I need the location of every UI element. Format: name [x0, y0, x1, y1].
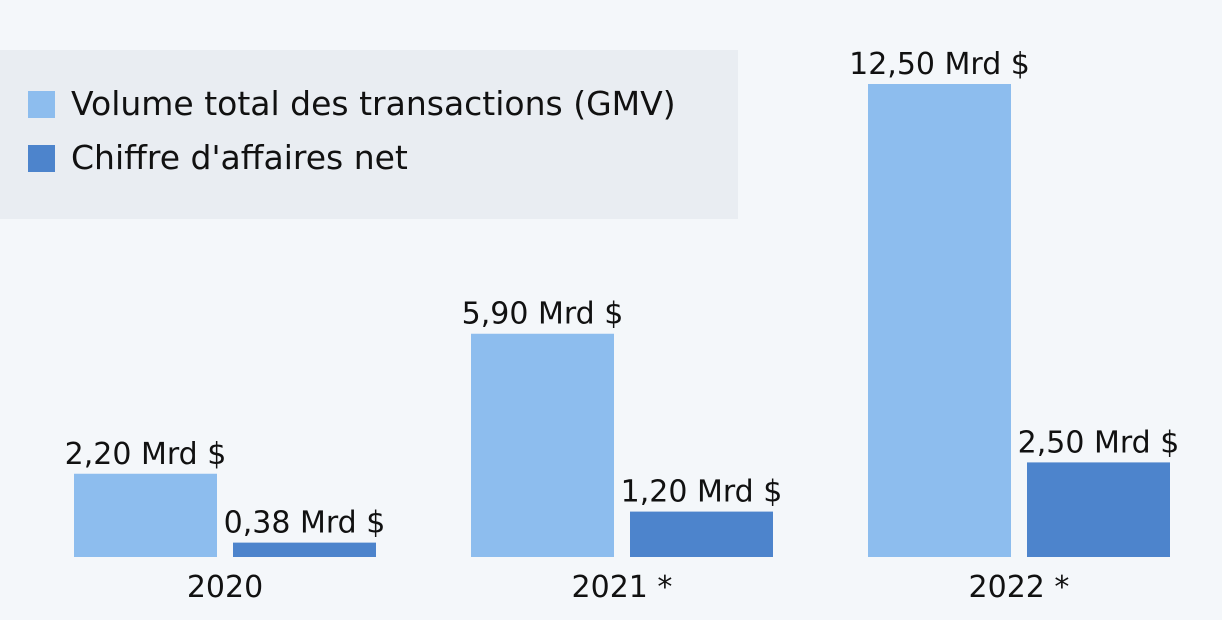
bar-net-revenue-2022	[1027, 462, 1170, 557]
data-label-net-revenue-2020: 0,38 Mrd $	[224, 506, 386, 541]
x-tick-label-2022: 2022 *	[969, 570, 1070, 605]
legend-item-net-revenue: Chiffre d'affaires net	[28, 138, 408, 178]
x-tick-label-2021: 2021 *	[572, 570, 673, 605]
data-label-gmv-2022: 12,50 Mrd $	[849, 47, 1030, 82]
legend-swatch-net-revenue	[28, 144, 55, 172]
bar-gmv-2020	[74, 473, 217, 557]
data-label-gmv-2020: 2,20 Mrd $	[65, 437, 227, 472]
data-label-gmv-2021: 5,90 Mrd $	[462, 297, 624, 332]
data-label-net-revenue-2022: 2,50 Mrd $	[1018, 425, 1180, 460]
legend: Volume total des transactions (GMV) Chif…	[0, 50, 738, 219]
legend-label-gmv: Volume total des transactions (GMV)	[71, 84, 676, 123]
bar-net-revenue-2020	[233, 542, 376, 557]
x-tick-label-2020: 2020	[187, 570, 263, 605]
legend-label-net-revenue: Chiffre d'affaires net	[71, 138, 408, 177]
legend-item-gmv: Volume total des transactions (GMV)	[28, 84, 676, 124]
data-label-net-revenue-2021: 1,20 Mrd $	[621, 475, 783, 510]
bar-net-revenue-2021	[630, 511, 773, 557]
bar-gmv-2022	[868, 84, 1011, 557]
legend-swatch-gmv	[28, 90, 55, 118]
bar-gmv-2021	[471, 333, 614, 557]
